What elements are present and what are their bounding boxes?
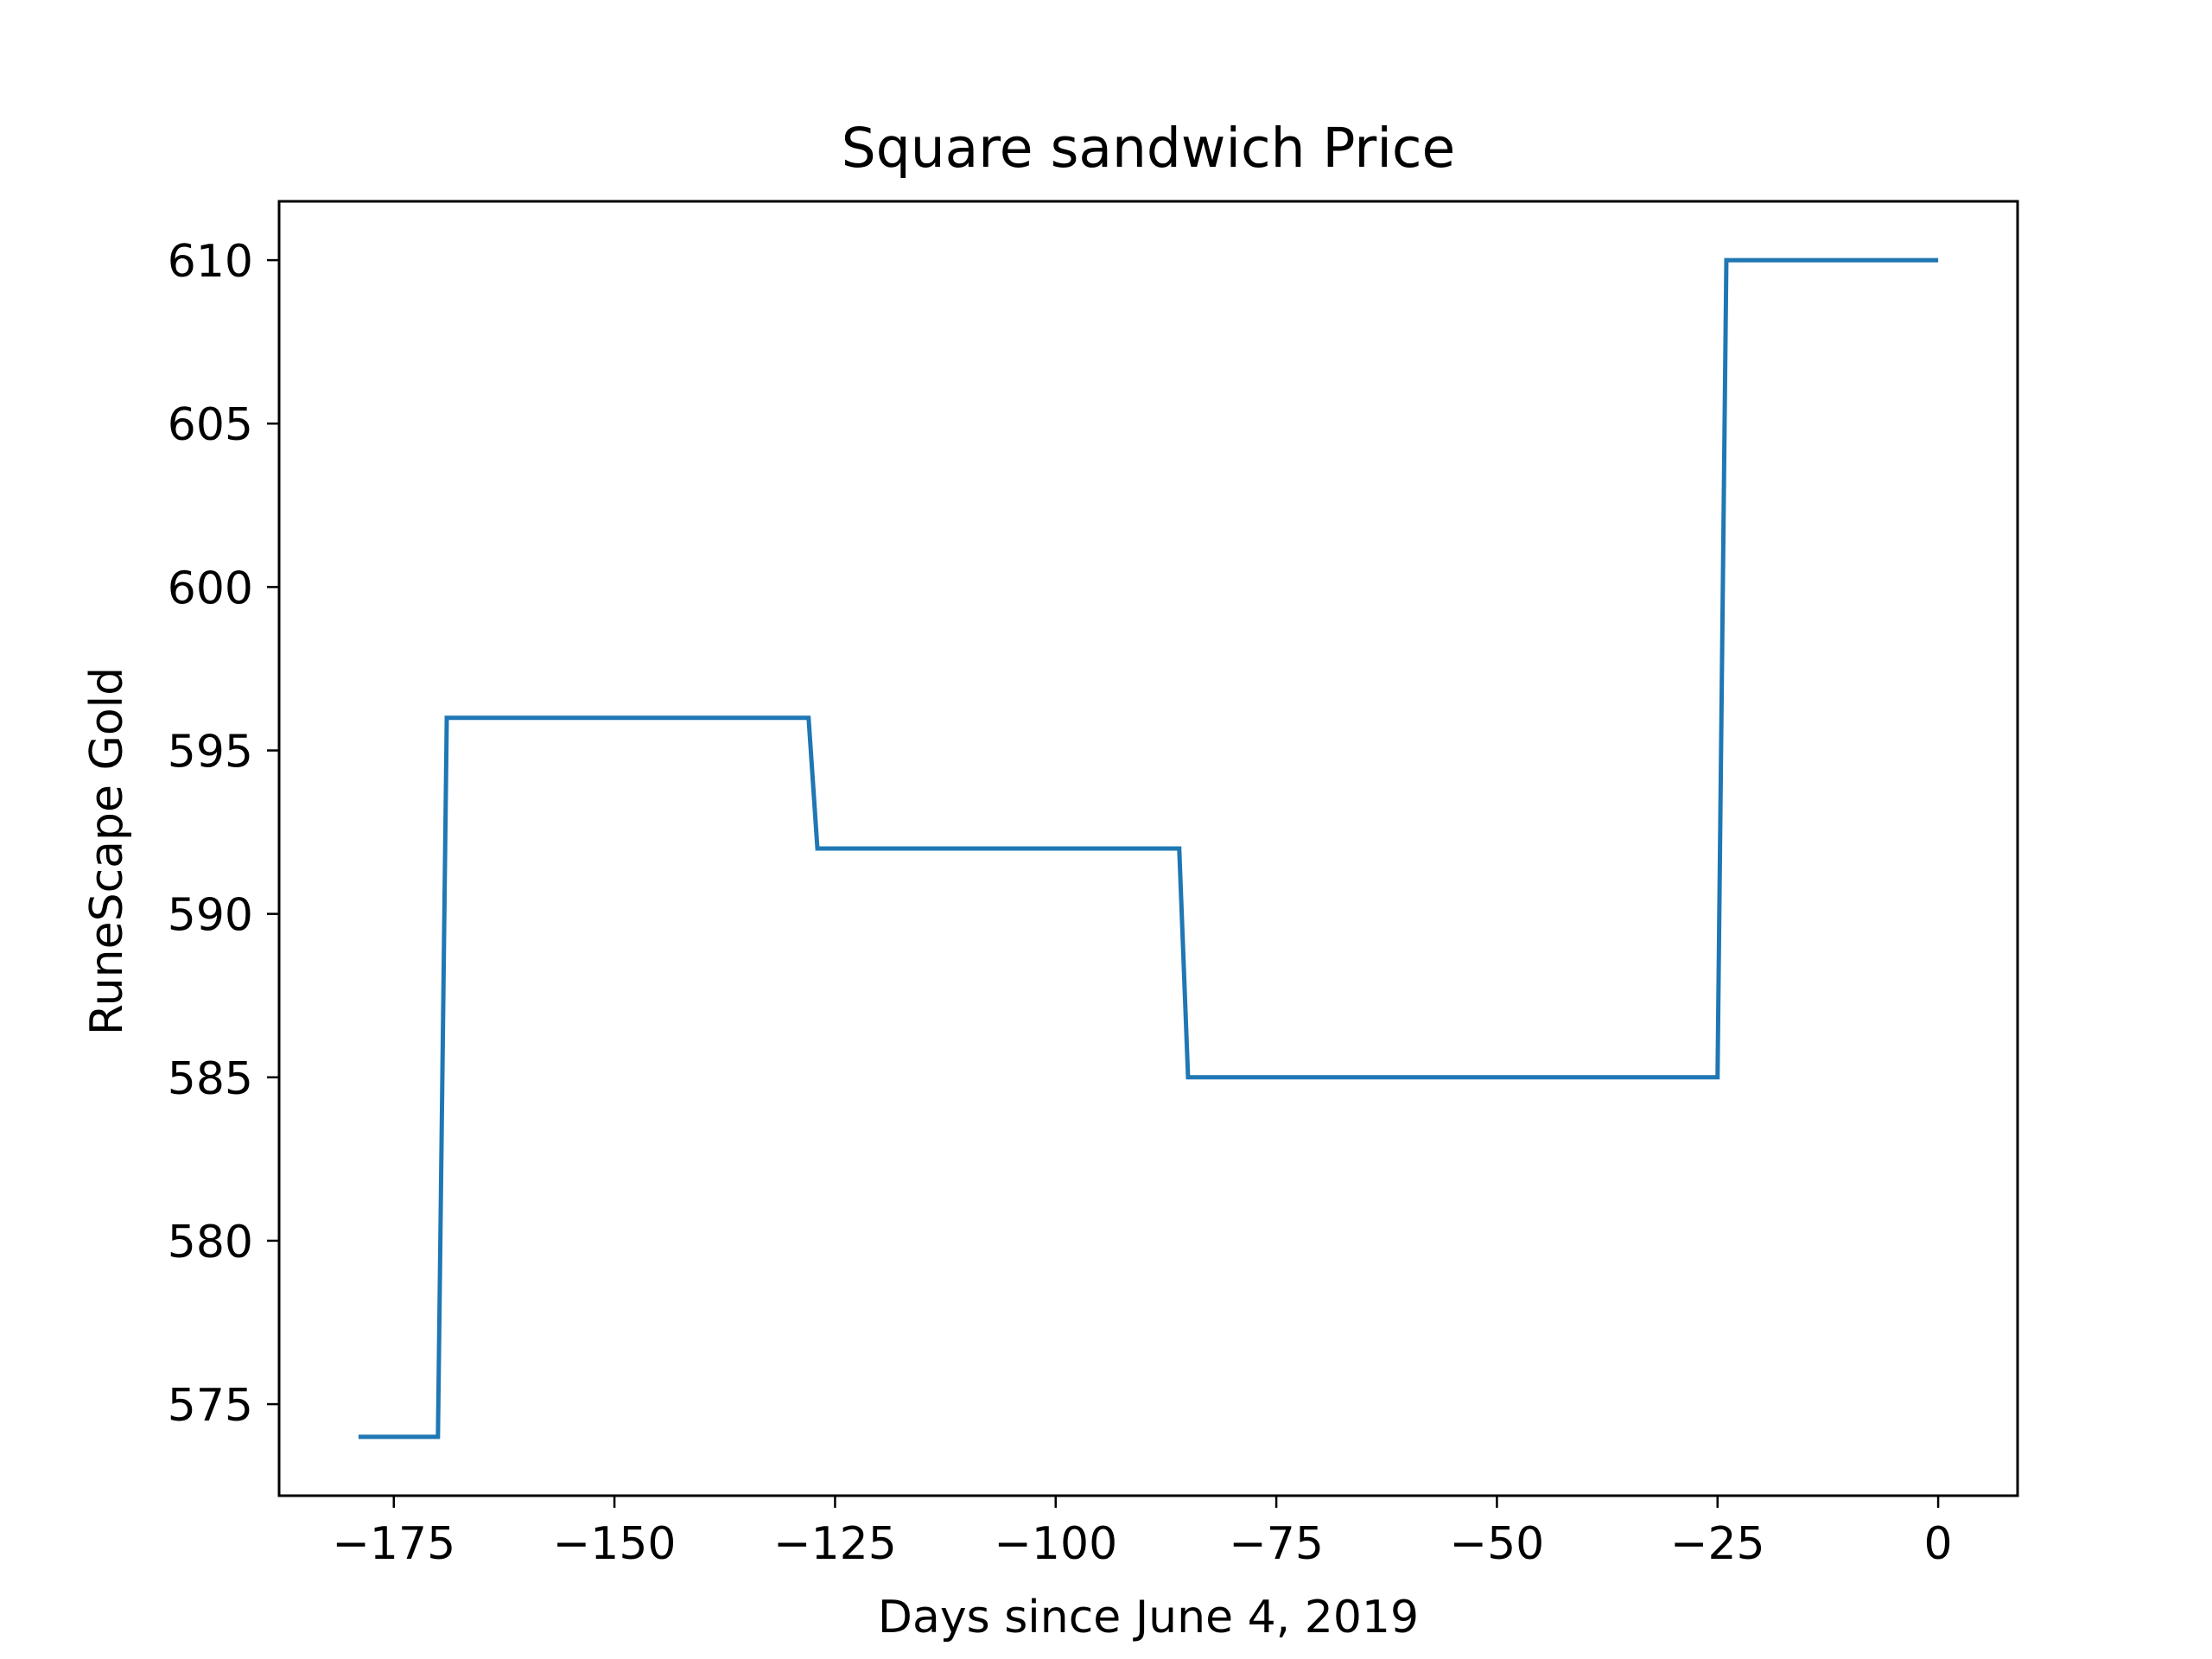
y-tick-label: 595 bbox=[168, 727, 253, 779]
x-tick-label: 0 bbox=[1924, 1518, 1953, 1570]
y-axis: 575 580 585 590 595 600 605 610 bbox=[168, 236, 279, 1432]
y-tick-label: 605 bbox=[168, 399, 253, 451]
x-tick-label: −150 bbox=[553, 1518, 677, 1570]
chart-title: Square sandwich Price bbox=[842, 117, 1455, 180]
y-tick-label: 600 bbox=[168, 563, 253, 614]
series-line-square-sandwich-price bbox=[358, 257, 1939, 1440]
plot-frame bbox=[277, 200, 2019, 1497]
x-tick-label: −50 bbox=[1450, 1518, 1545, 1570]
x-tick-label: −100 bbox=[994, 1518, 1117, 1570]
y-tick-label: 580 bbox=[168, 1217, 253, 1268]
x-tick-label: −75 bbox=[1229, 1518, 1324, 1570]
x-axis-label: Days since June 4, 2019 bbox=[878, 1592, 1419, 1643]
x-tick-label: −125 bbox=[773, 1518, 897, 1570]
x-tick-label: −25 bbox=[1670, 1518, 1765, 1570]
y-tick-label: 610 bbox=[168, 236, 253, 288]
x-tick-label: −175 bbox=[332, 1518, 455, 1570]
y-tick-label: 575 bbox=[168, 1380, 253, 1432]
y-tick-label: 585 bbox=[168, 1053, 253, 1105]
x-axis: −175 −150 −125 −100 −75 −50 −25 0 bbox=[332, 1496, 1953, 1570]
plot-area bbox=[277, 200, 2019, 1497]
y-tick-label: 590 bbox=[168, 890, 253, 942]
y-axis-label: RuneScape Gold bbox=[81, 667, 133, 1035]
